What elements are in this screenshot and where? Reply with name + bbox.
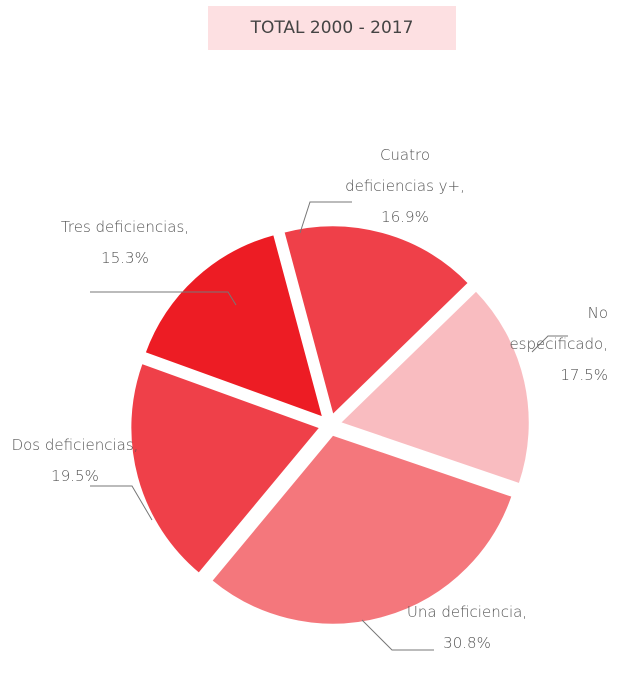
category-label: No especificado, (509, 304, 608, 353)
value-label: 17.5% (560, 366, 608, 384)
category-label: Tres deficiencias, (60, 218, 190, 236)
value-label: 30.8% (443, 634, 491, 652)
pie-slice (143, 232, 325, 420)
leader-line (361, 619, 434, 651)
leader-line (90, 485, 153, 521)
leader-line (531, 335, 568, 353)
leader-line (90, 291, 237, 306)
slice-label: No especificado, 17.5% (488, 298, 608, 391)
pie-slice (209, 433, 514, 626)
value-label: 16.9% (381, 208, 429, 226)
slice-label: Cuatro deficiencias y+, 16.9% (335, 140, 475, 233)
category-label: Dos deficiencias, (11, 436, 139, 454)
pie-slice (337, 289, 531, 486)
value-label: 15.3% (101, 249, 149, 267)
slice-label: Tres deficiencias, 15.3% (60, 212, 190, 274)
value-label: 19.5% (51, 467, 99, 485)
category-label: Una deficiencia, (406, 603, 528, 621)
category-label: Cuatro deficiencias y+, (345, 146, 465, 195)
pie-slice (129, 361, 323, 576)
slice-label: Dos deficiencias, 19.5% (0, 430, 150, 492)
chart-title: TOTAL 2000 - 2017 (208, 6, 456, 50)
leader-line (299, 201, 352, 234)
slice-label: Una deficiencia, 30.8% (400, 597, 534, 659)
